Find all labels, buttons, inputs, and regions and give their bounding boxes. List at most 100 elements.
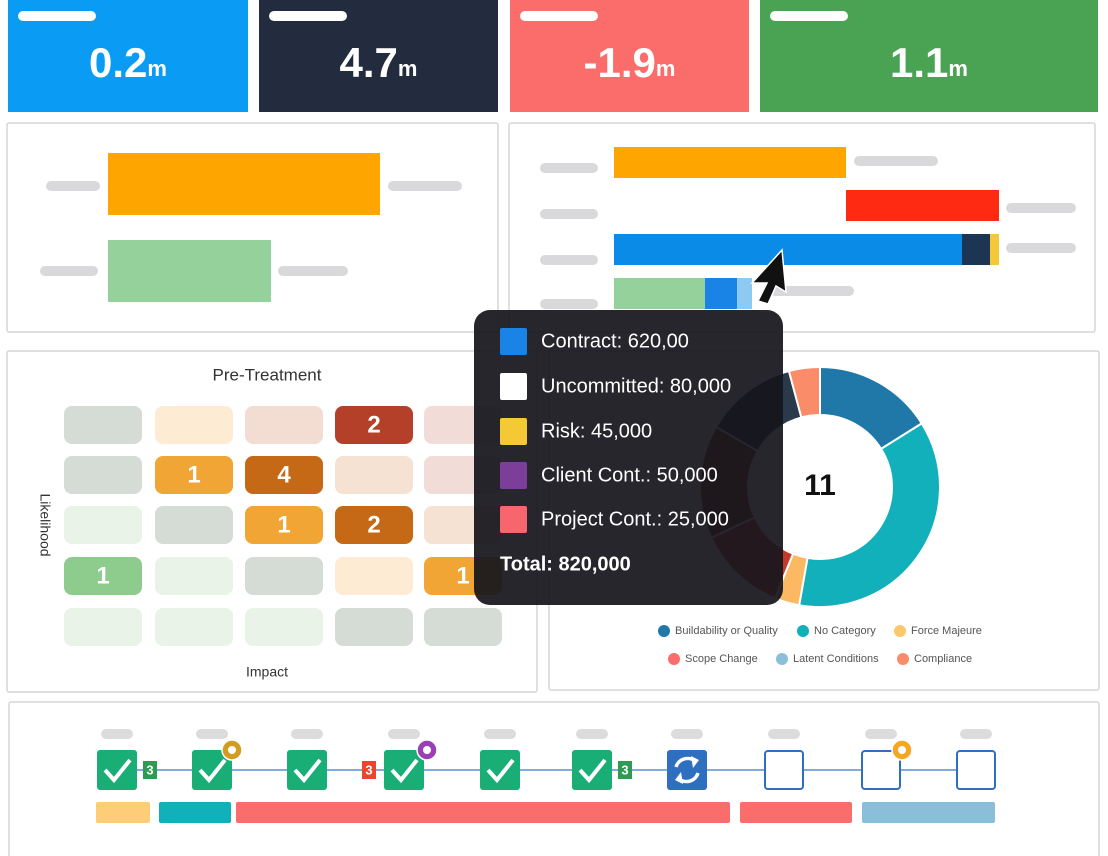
placeholder	[46, 181, 100, 191]
heatmap-cell	[335, 608, 413, 646]
check-icon	[103, 758, 132, 784]
kpi-unit: m	[948, 56, 968, 81]
heatmap-title: Pre-Treatment	[213, 365, 322, 384]
tooltip-item: Client Cont.: 50,000	[541, 464, 718, 486]
placeholder	[1006, 243, 1076, 253]
legend-dot	[658, 625, 670, 637]
kpi-unit: m	[147, 56, 167, 81]
phase-bar	[236, 802, 730, 823]
placeholder	[671, 729, 703, 739]
heatmap-cell	[64, 506, 142, 544]
legend-dot	[776, 653, 788, 665]
step-pending	[764, 750, 804, 790]
heatmap-cell	[245, 406, 323, 444]
heatmap-cell	[155, 608, 233, 646]
heatmap-cell	[64, 406, 142, 444]
milestone-glyph	[423, 746, 431, 754]
placeholder	[388, 181, 462, 191]
step-pending	[861, 750, 901, 790]
bar	[990, 234, 999, 265]
legend-dot	[894, 625, 906, 637]
step-done	[192, 750, 232, 790]
placeholder	[540, 299, 598, 309]
bar	[614, 147, 846, 178]
heatmap-cell	[335, 506, 413, 544]
heatmap-cell	[64, 608, 142, 646]
step-done	[384, 750, 424, 790]
heatmap-cell	[245, 608, 323, 646]
milestone-glyph	[898, 746, 906, 754]
legend-label: Buildability or Quality	[675, 625, 778, 637]
legend-label: No Category	[814, 625, 876, 637]
step-done	[97, 750, 137, 790]
step-active	[667, 750, 707, 790]
placeholder	[854, 156, 938, 166]
badge	[362, 761, 376, 779]
donut-center: 11	[804, 469, 836, 502]
badge	[618, 761, 632, 779]
cell-count: 4	[277, 461, 291, 488]
kpi-value: 4.7m	[340, 39, 418, 86]
placeholder	[484, 729, 516, 739]
check-icon	[198, 758, 227, 784]
kpi-number: 1.1	[890, 39, 948, 86]
placeholder	[1006, 203, 1076, 213]
tooltip-item: Contract: 620,00	[541, 330, 689, 352]
bar	[737, 278, 752, 309]
bar	[962, 234, 990, 265]
bar	[108, 240, 271, 302]
tooltip-item: Project Cont.: 25,000	[541, 508, 729, 530]
tooltip-swatch	[500, 328, 527, 355]
placeholder	[291, 729, 323, 739]
cell-count: 1	[187, 461, 200, 488]
placeholder	[768, 729, 800, 739]
placeholder	[540, 209, 598, 219]
badge-count: 3	[365, 762, 372, 777]
legend-dot	[897, 653, 909, 665]
kpi-unit: m	[398, 56, 418, 81]
badge	[143, 761, 157, 779]
legend-label: Compliance	[914, 653, 972, 665]
cell-count: 1	[277, 511, 290, 538]
placeholder	[520, 11, 598, 21]
phase-bar	[740, 802, 852, 823]
kpi-value: -1.9m	[584, 39, 676, 86]
x-axis-label: Impact	[246, 664, 288, 680]
kpi-unit: m	[656, 56, 676, 81]
cell-count: 2	[367, 511, 380, 538]
kpi-value: 0.2m	[89, 39, 167, 86]
heatmap-cell	[64, 557, 142, 595]
cell-count: 1	[96, 562, 109, 589]
bar	[614, 278, 705, 309]
tooltip-item: Uncommitted: 80,000	[541, 375, 731, 397]
kpi-number: -1.9	[584, 39, 656, 86]
placeholder	[269, 11, 347, 21]
heatmap-cell	[335, 406, 413, 444]
step-done	[287, 750, 327, 790]
y-axis-label: Likelihood	[37, 493, 53, 556]
cell-count: 2	[367, 411, 380, 438]
placeholder	[18, 11, 96, 21]
placeholder	[576, 729, 608, 739]
check-icon	[390, 758, 419, 784]
kpi-number: 4.7	[340, 39, 398, 86]
tooltip	[474, 310, 783, 605]
heatmap-cell	[424, 608, 502, 646]
donut-segment	[787, 365, 821, 419]
donut-segment	[798, 422, 941, 608]
tooltip-total: Total: 820,000	[500, 553, 631, 575]
placeholder	[770, 11, 848, 21]
heatmap-cell	[64, 456, 142, 494]
tooltip-swatch	[500, 418, 527, 445]
cursor	[750, 248, 787, 305]
phase-bar	[96, 802, 150, 823]
placeholder	[540, 255, 598, 265]
bar	[108, 153, 380, 215]
badge-count: 3	[146, 762, 153, 777]
bar	[846, 190, 999, 221]
heatmap-cell	[245, 456, 323, 494]
heatmap-cell	[155, 506, 233, 544]
legend-label: Latent Conditions	[793, 653, 879, 665]
milestone-glyph	[228, 746, 236, 754]
legend-label: Scope Change	[685, 653, 758, 665]
